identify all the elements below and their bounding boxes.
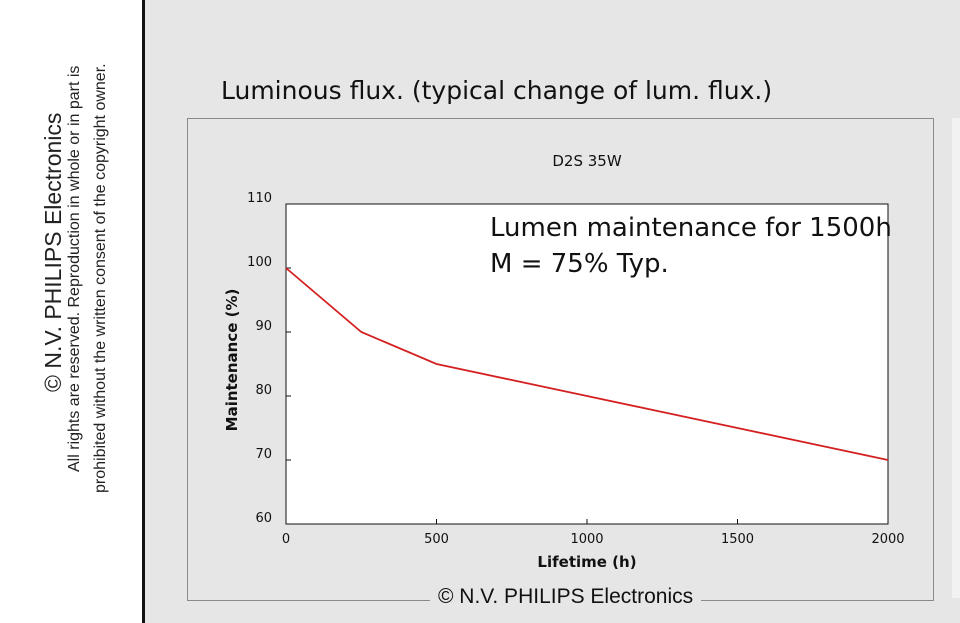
copyright-sidebar: © N.V. PHILIPS Electronics All rights ar… [0,0,142,623]
y-tick-label: 60 [255,511,272,526]
y-axis-label: Maintenance (%) [223,289,241,432]
annotation-line-1: Lumen maintenance for 1500h [490,213,892,243]
series-line [285,267,889,461]
x-axis-label: Lifetime (h) [537,553,636,571]
page-title: Luminous flux. (typical change of lum. f… [221,76,773,105]
x-tick-label: 500 [424,532,449,547]
x-tick-label: 1500 [721,532,754,547]
plot-area [285,203,889,525]
y-tick-label: 100 [247,255,272,270]
annotation-line-2: M = 75% Typ. [490,249,669,279]
chart-title: D2S 35W [552,152,621,170]
sidebar-divider [142,0,145,623]
y-tick-label: 90 [255,319,272,334]
y-tick-label: 70 [255,447,272,462]
x-tick-label: 2000 [871,532,904,547]
x-tick-label: 1000 [570,532,603,547]
x-tick-label: 0 [282,532,290,547]
right-edge-strip [952,118,960,598]
y-tick-label: 110 [247,191,272,206]
footer-copyright: © N.V. PHILIPS Electronics [430,585,702,609]
y-tick-label: 80 [255,383,272,398]
